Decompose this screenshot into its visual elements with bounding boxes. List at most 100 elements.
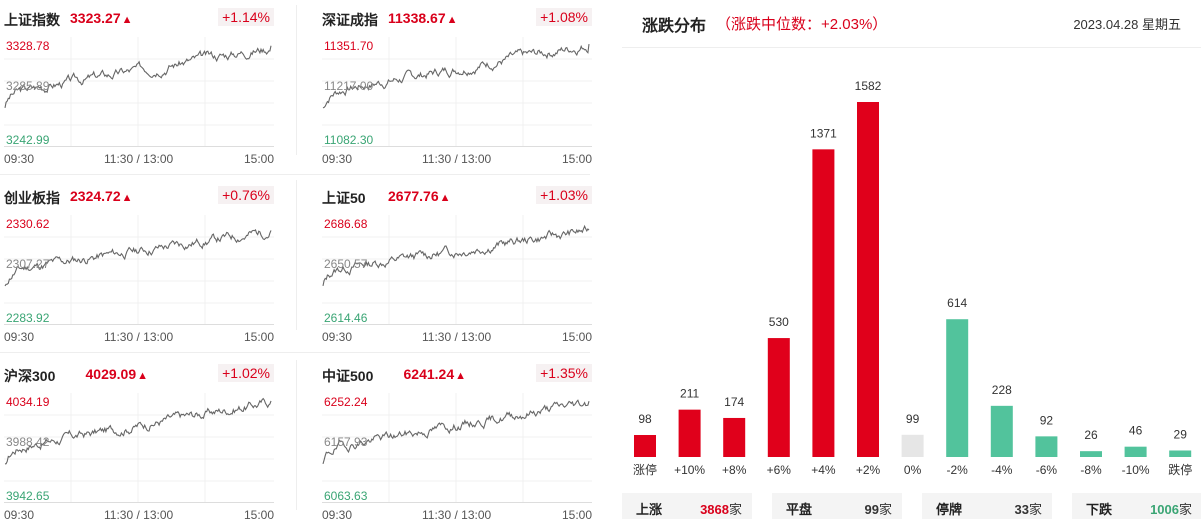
time-tick: 15:00: [561, 508, 592, 522]
summary-item: 下跌 1006家: [1072, 493, 1201, 519]
bar-value-label: 228: [992, 383, 1012, 397]
index-panel[interactable]: 沪深300 4029.09▲ +1.02% 4034.19 3988.42 39…: [4, 358, 274, 522]
up-arrow-icon: ▲: [455, 370, 466, 382]
time-tick: 11:30 / 13:00: [104, 152, 174, 166]
bar-value-label: 92: [1040, 413, 1054, 427]
index-panel[interactable]: 创业板指 2324.72▲ +0.76% 2330.62 2307.27 228…: [4, 180, 274, 345]
index-change-badge: +0.76%: [218, 186, 274, 204]
bar-category-label: -2%: [947, 463, 969, 477]
index-high-label: 2686.68: [324, 217, 368, 231]
vertical-divider: [296, 180, 297, 330]
bar-6[interactable]: [901, 434, 924, 457]
summary-item: 平盘 99家: [772, 493, 902, 519]
time-tick: 11:30 / 13:00: [422, 508, 492, 522]
bar-category-label: -4%: [991, 463, 1013, 477]
bar-2[interactable]: [723, 417, 746, 457]
horizontal-divider: [0, 174, 590, 175]
intraday-chart: [322, 37, 592, 147]
bar-category-label: +2%: [856, 463, 881, 477]
index-low-label: 3242.99: [6, 133, 50, 147]
horizontal-divider: [0, 352, 590, 353]
bar-value-label: 614: [947, 296, 967, 310]
bar-value-label: 1371: [810, 126, 837, 140]
index-value: 2677.76▲: [388, 188, 451, 204]
bar-7[interactable]: [946, 319, 969, 457]
vertical-divider: [296, 5, 297, 155]
summary-item: 上涨 3868家: [622, 493, 752, 519]
index-prev-close-label: 6157.93: [324, 435, 368, 449]
bar-value-label: 1582: [855, 79, 882, 93]
index-value: 6241.24▲: [403, 366, 467, 382]
bar-4[interactable]: [812, 149, 835, 457]
index-value: 3323.27▲: [70, 10, 133, 26]
index-prev-close-label: 2650.57: [324, 257, 368, 271]
vertical-divider: [296, 360, 297, 510]
summary-count: 33家: [1014, 502, 1042, 517]
index-low-label: 6063.63: [324, 489, 368, 503]
bar-value-label: 174: [724, 395, 744, 409]
bar-category-label: +10%: [674, 463, 705, 477]
index-name: 沪深300: [4, 368, 56, 384]
summary-count: 99家: [864, 502, 892, 517]
time-tick: 15:00: [561, 152, 592, 166]
intraday-chart: [4, 37, 274, 147]
index-value: 4029.09▲: [85, 366, 149, 382]
bar-9[interactable]: [1035, 436, 1058, 457]
index-name: 深证成指: [322, 12, 378, 28]
up-arrow-icon: ▲: [446, 14, 458, 26]
index-change-badge: +1.08%: [536, 8, 592, 26]
index-prev-close-label: 11217.00: [324, 79, 374, 93]
bar-11[interactable]: [1124, 446, 1147, 457]
up-arrow-icon: ▲: [121, 14, 133, 26]
bar-value-label: 211: [680, 387, 699, 401]
bar-value-label: 530: [769, 315, 789, 329]
bar-1[interactable]: [678, 409, 701, 457]
bar-5[interactable]: [857, 102, 879, 457]
index-low-label: 2614.46: [324, 311, 368, 325]
intraday-chart: [4, 215, 274, 325]
index-name: 上证指数: [4, 12, 60, 28]
bar-category-label: -8%: [1080, 463, 1102, 477]
up-arrow-icon: ▲: [137, 370, 148, 382]
up-arrow-icon: ▲: [439, 192, 451, 204]
time-tick: 11:30 / 13:00: [104, 330, 174, 344]
index-high-label: 6252.24: [324, 395, 368, 409]
index-high-label: 2330.62: [6, 217, 50, 231]
bar-10[interactable]: [1080, 451, 1102, 457]
intraday-chart: [322, 215, 592, 325]
bar-12[interactable]: [1169, 450, 1192, 457]
bar-value-label: 29: [1174, 427, 1188, 441]
index-high-label: 3328.78: [6, 39, 50, 53]
intraday-chart: [4, 393, 274, 503]
time-tick: 09:30: [4, 330, 35, 344]
distribution-bar-chart: 98 涨停 211 +10% 174 +8% 530 +6% 1371 +4% 1582 +2% 99 0…: [633, 79, 1192, 477]
index-low-label: 2283.92: [6, 311, 50, 325]
time-tick: 09:30: [322, 330, 353, 344]
up-arrow-icon: ▲: [121, 192, 133, 204]
summary-item: 停牌 33家: [922, 493, 1052, 519]
bar-0[interactable]: [634, 435, 656, 457]
summary-count: 3868家: [700, 502, 742, 517]
summary-label: 平盘: [786, 502, 813, 517]
time-tick: 09:30: [4, 152, 35, 166]
index-panel[interactable]: 中证500 6241.24▲ +1.35% 6252.24 6157.93 60…: [322, 358, 592, 522]
index-prev-close-label: 3988.42: [6, 435, 50, 449]
bar-3[interactable]: [767, 338, 790, 457]
bar-8[interactable]: [990, 405, 1013, 457]
time-tick: 09:30: [322, 152, 353, 166]
index-panel[interactable]: 上证指数 3323.27▲ +1.14% 3328.78 3285.89 324…: [4, 2, 274, 167]
index-high-label: 4034.19: [6, 395, 50, 409]
time-tick: 15:00: [243, 330, 274, 344]
time-tick: 11:30 / 13:00: [104, 508, 174, 522]
index-low-label: 11082.30: [324, 133, 374, 147]
time-tick: 09:30: [322, 508, 353, 522]
summary-count: 1006家: [1150, 502, 1192, 517]
index-change-badge: +1.35%: [536, 364, 592, 382]
time-tick: 11:30 / 13:00: [422, 152, 492, 166]
index-panel[interactable]: 上证50 2677.76▲ +1.03% 2686.68 2650.57 261…: [322, 180, 592, 345]
index-name: 上证50: [322, 190, 366, 206]
index-change-badge: +1.03%: [536, 186, 592, 204]
index-panel[interactable]: 深证成指 11338.67▲ +1.08% 11351.70 11217.00 …: [322, 2, 592, 167]
index-change-badge: +1.02%: [218, 364, 274, 382]
distribution-date: 2023.04.28 星期五: [1073, 17, 1181, 32]
